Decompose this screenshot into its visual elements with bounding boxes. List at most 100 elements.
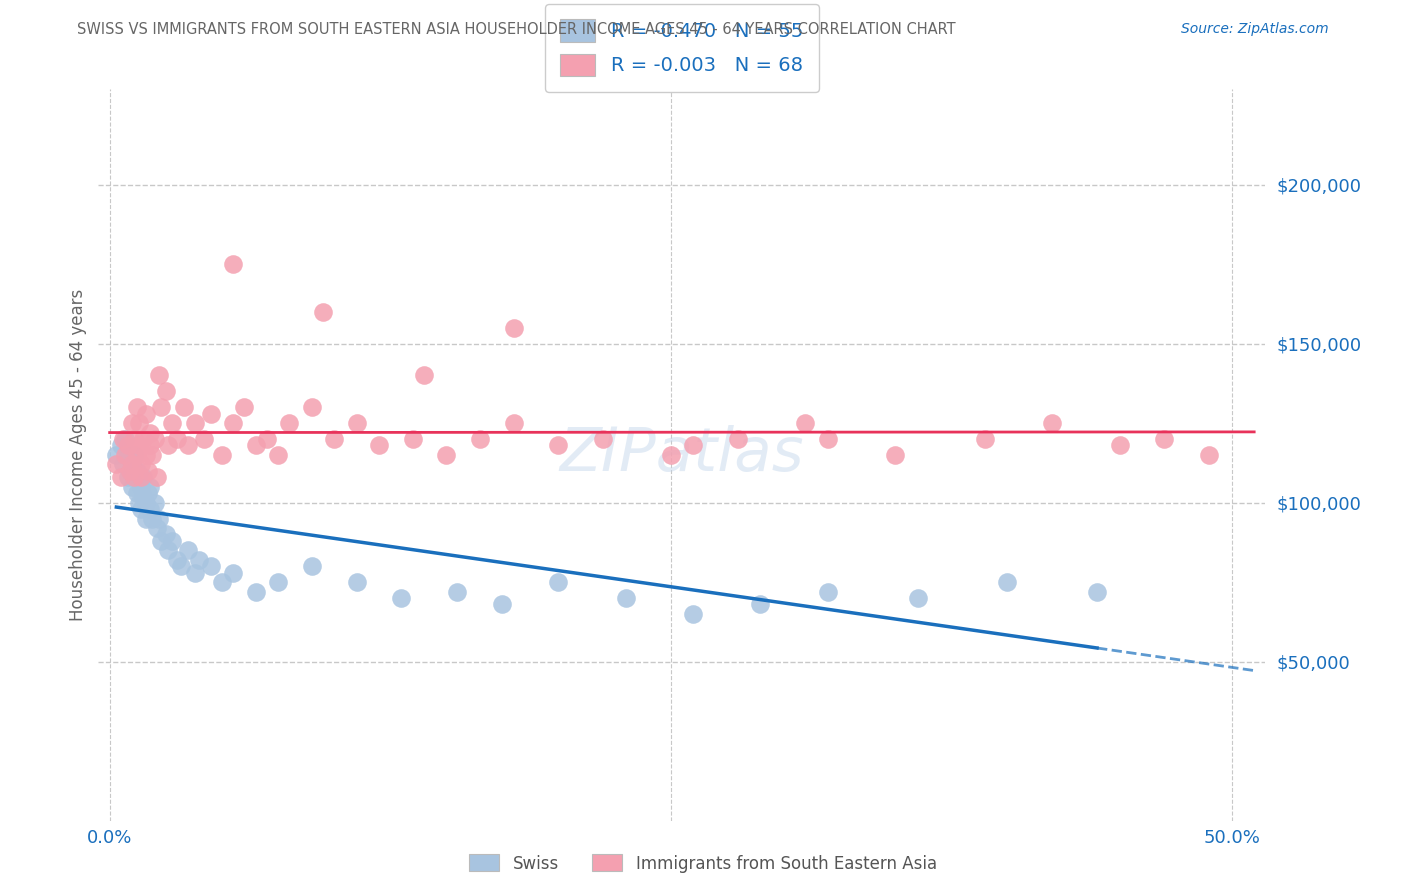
Point xyxy=(502,320,524,334)
Legend: Swiss, Immigrants from South Eastern Asia: Swiss, Immigrants from South Eastern Asi… xyxy=(463,847,943,880)
Point xyxy=(135,407,157,421)
Point xyxy=(301,401,323,415)
Point xyxy=(170,559,193,574)
Point xyxy=(907,591,929,605)
Point xyxy=(121,480,143,494)
Point xyxy=(301,559,323,574)
Point xyxy=(156,438,179,452)
Point xyxy=(132,470,155,484)
Point xyxy=(817,432,839,446)
Point xyxy=(682,607,704,621)
Text: Source: ZipAtlas.com: Source: ZipAtlas.com xyxy=(1181,22,1329,37)
Point xyxy=(110,438,132,452)
Point xyxy=(139,425,162,440)
Point xyxy=(139,480,162,494)
Point xyxy=(1108,438,1130,452)
Point xyxy=(884,448,907,462)
Point xyxy=(446,584,468,599)
Point xyxy=(146,521,169,535)
Point xyxy=(117,438,139,452)
Point xyxy=(125,401,148,415)
Point xyxy=(125,448,148,462)
Legend: R = -0.470   N = 55, R = -0.003   N = 68: R = -0.470 N = 55, R = -0.003 N = 68 xyxy=(546,4,818,92)
Point xyxy=(817,584,839,599)
Point xyxy=(1153,432,1175,446)
Point xyxy=(129,480,152,494)
Point xyxy=(412,368,434,383)
Point xyxy=(124,432,146,446)
Point xyxy=(143,432,166,446)
Point xyxy=(139,502,162,516)
Point xyxy=(150,401,173,415)
Point xyxy=(146,470,169,484)
Point xyxy=(222,416,245,430)
Point xyxy=(794,416,817,430)
Point xyxy=(124,448,146,462)
Point xyxy=(121,458,143,472)
Point xyxy=(222,257,245,271)
Point xyxy=(110,470,132,484)
Point xyxy=(188,553,211,567)
Point xyxy=(148,368,170,383)
Point xyxy=(132,432,155,446)
Point xyxy=(211,575,233,590)
Point xyxy=(973,432,995,446)
Point xyxy=(118,464,141,478)
Point xyxy=(468,432,491,446)
Point xyxy=(117,470,139,484)
Point xyxy=(135,511,157,525)
Point xyxy=(727,432,749,446)
Point xyxy=(121,416,143,430)
Point xyxy=(141,511,163,525)
Point xyxy=(184,416,207,430)
Point xyxy=(135,495,157,509)
Point xyxy=(136,486,159,500)
Point xyxy=(1040,416,1063,430)
Point xyxy=(155,527,177,541)
Point xyxy=(114,448,136,462)
Point xyxy=(143,495,166,509)
Point xyxy=(155,384,177,399)
Point xyxy=(346,575,368,590)
Point xyxy=(125,464,148,478)
Point xyxy=(200,407,222,421)
Point xyxy=(682,438,704,452)
Point xyxy=(245,584,267,599)
Point xyxy=(434,448,457,462)
Point xyxy=(995,575,1018,590)
Point xyxy=(162,416,184,430)
Point xyxy=(112,432,135,446)
Text: SWISS VS IMMIGRANTS FROM SOUTH EASTERN ASIA HOUSEHOLDER INCOME AGES 45 - 64 YEAR: SWISS VS IMMIGRANTS FROM SOUTH EASTERN A… xyxy=(77,22,956,37)
Point xyxy=(245,438,267,452)
Text: ZIPatlas: ZIPatlas xyxy=(560,425,804,484)
Point xyxy=(346,416,368,430)
Point xyxy=(278,416,301,430)
Point xyxy=(128,470,150,484)
Point xyxy=(135,448,157,462)
Point xyxy=(749,598,772,612)
Point xyxy=(141,448,163,462)
Point xyxy=(129,458,152,472)
Point xyxy=(233,401,256,415)
Point xyxy=(105,458,128,472)
Point xyxy=(256,432,278,446)
Point xyxy=(128,495,150,509)
Point xyxy=(200,559,222,574)
Point xyxy=(211,448,233,462)
Point xyxy=(166,432,188,446)
Point xyxy=(547,438,569,452)
Point xyxy=(177,543,200,558)
Point xyxy=(112,458,135,472)
Point xyxy=(177,438,200,452)
Point xyxy=(312,305,335,319)
Point xyxy=(614,591,637,605)
Point xyxy=(132,489,155,503)
Point xyxy=(389,591,412,605)
Point xyxy=(193,432,215,446)
Point xyxy=(128,416,150,430)
Point xyxy=(139,438,162,452)
Point xyxy=(136,464,159,478)
Point xyxy=(117,448,139,462)
Point xyxy=(323,432,346,446)
Point xyxy=(129,502,152,516)
